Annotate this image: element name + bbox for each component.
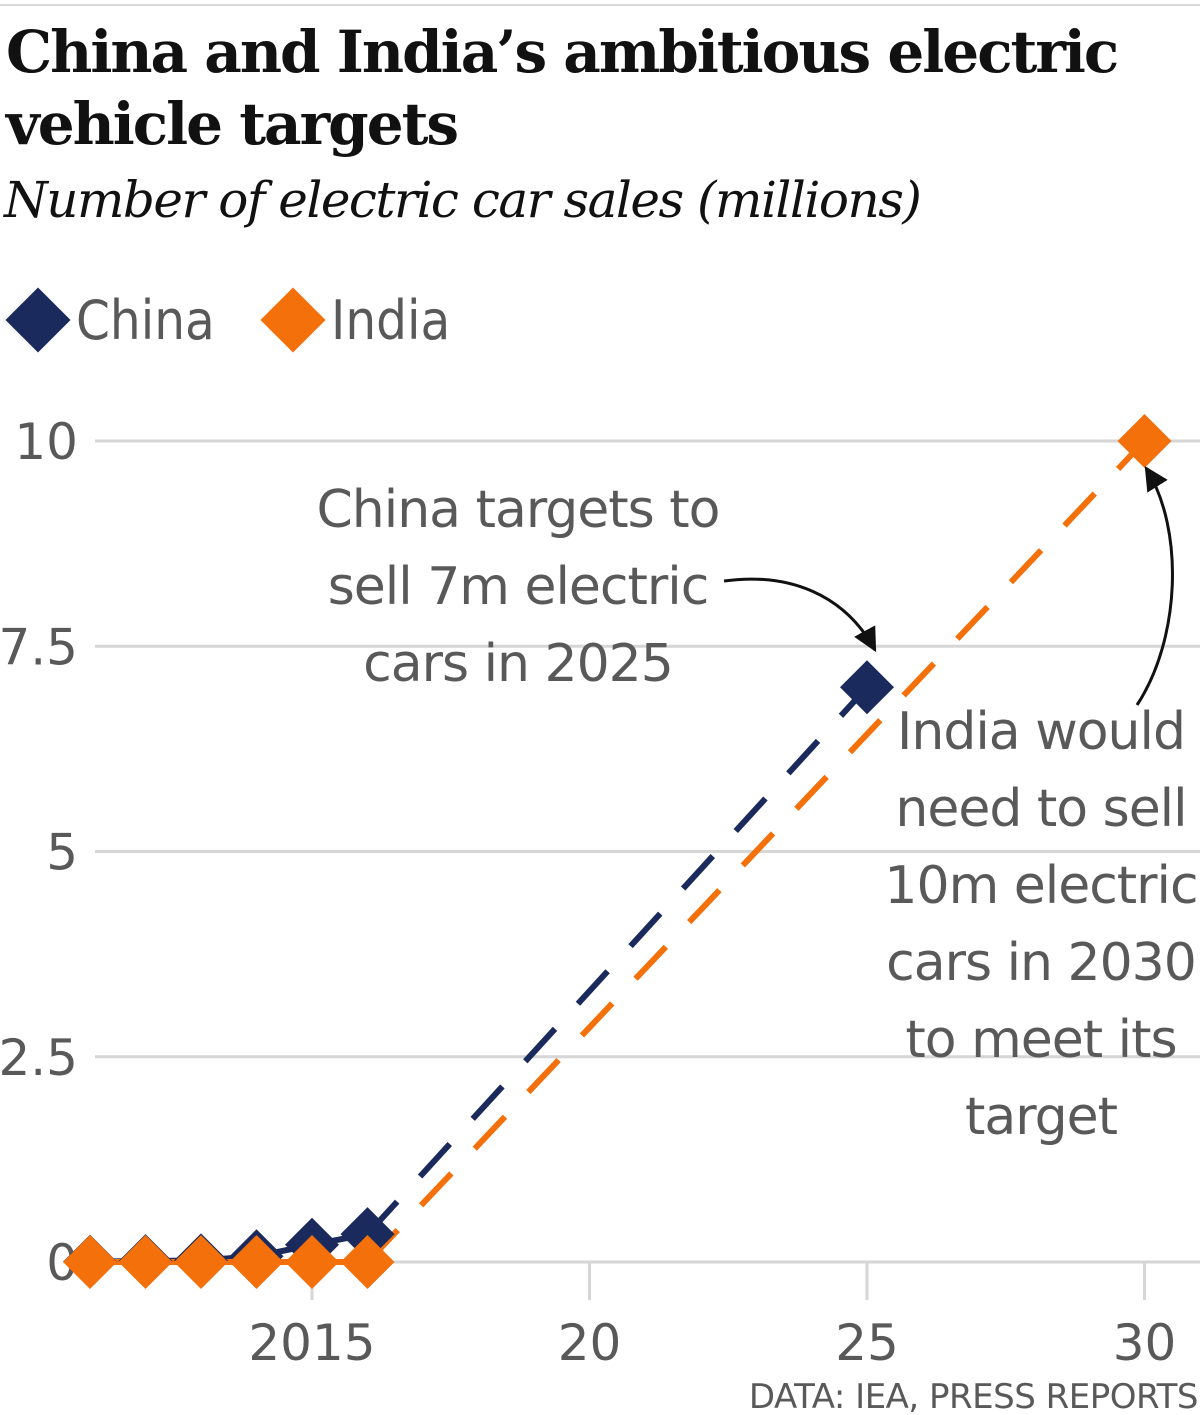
legend-item-china: China [0, 282, 215, 358]
india-annotation-line: to meet its [905, 1010, 1176, 1070]
series-points [63, 414, 1172, 1289]
india-point [229, 1235, 284, 1289]
china-point [840, 660, 894, 715]
y-tick-label: 7.5 [0, 618, 78, 676]
legend-label-china: China [76, 288, 215, 352]
india-annotation-line: cars in 2030 [886, 933, 1196, 993]
chart-subtitle: Number of electric car sales (millions) [4, 171, 922, 229]
india-point [174, 1235, 228, 1289]
india-point [340, 1235, 395, 1289]
y-tick-label: 5 [46, 824, 78, 882]
annotations: China targets to sell 7m electric cars in … [317, 465, 1199, 1147]
india-projection-line [365, 438, 1147, 1265]
china-annotation-line: China targets to [317, 480, 720, 540]
india-point [118, 1235, 173, 1289]
india-point [63, 1235, 117, 1289]
india-annotation-line: target [965, 1087, 1118, 1147]
india-annotation-line: need to sell [895, 779, 1186, 839]
x-tick-label: 2015 [248, 1314, 375, 1372]
india-point [285, 1235, 339, 1289]
china-annotation-line: sell 7m electric [328, 557, 709, 617]
x-tick-label: 30 [1113, 1314, 1177, 1372]
china-point [340, 1207, 395, 1262]
x-tick-label: 20 [558, 1314, 622, 1372]
chart-title: China and India’s ambitious electric veh… [6, 18, 1119, 158]
india-annotation-arrow [1135, 465, 1174, 706]
source-note: DATA: IEA, PRESS REPORTS [749, 1377, 1198, 1415]
china-annotation-arrow [723, 577, 877, 653]
china-annotation-line: cars in 2025 [363, 634, 673, 694]
india-annotation-line: India would [897, 702, 1185, 762]
legend-label-india: India [331, 288, 451, 352]
x-tick-label: 25 [835, 1314, 899, 1372]
legend-item-india: India [255, 282, 450, 358]
y-tick-label: 2.5 [0, 1029, 78, 1087]
y-tick-label: 10 [14, 413, 78, 471]
india-annotation-line: 10m electric [884, 856, 1197, 916]
top-rule [0, 4, 1200, 6]
china-projection-line [365, 685, 870, 1237]
india-point [1117, 414, 1172, 468]
